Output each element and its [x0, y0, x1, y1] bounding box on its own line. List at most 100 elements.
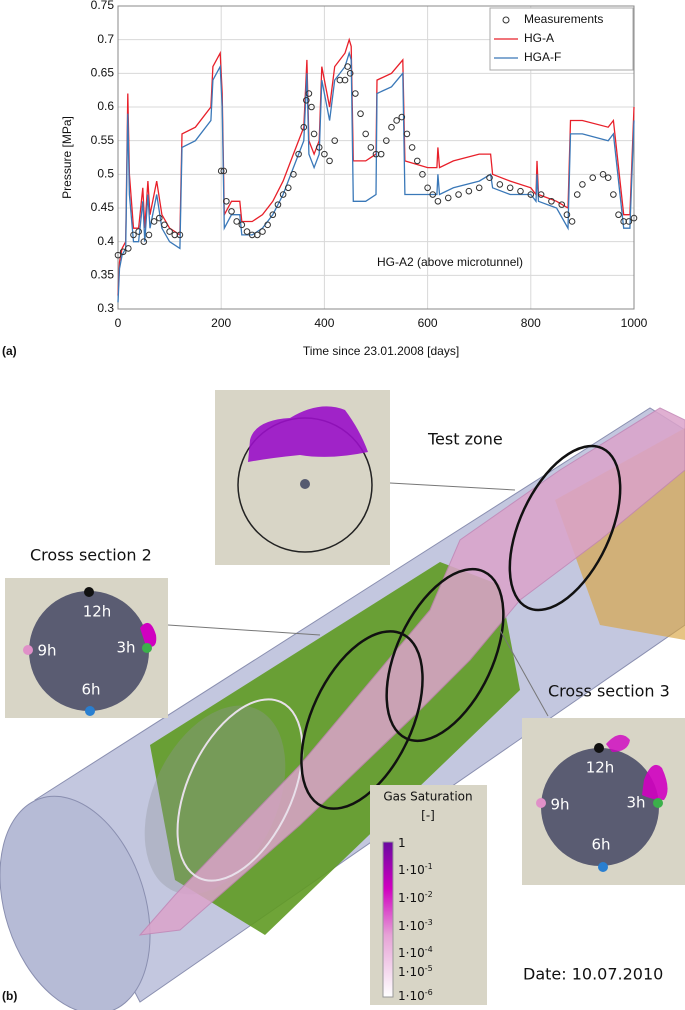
- data-point: [295, 150, 302, 158]
- label: Test zone: [427, 430, 503, 449]
- data-point: [367, 144, 375, 151]
- data-point: [228, 208, 235, 215]
- y-axis-label: Pressure [MPa]: [60, 116, 74, 199]
- data-point: [341, 76, 349, 84]
- gas-blob: [140, 622, 157, 647]
- data-point: [140, 238, 148, 245]
- data-point: [444, 194, 452, 202]
- data-point: [119, 248, 127, 256]
- section-disc: [29, 591, 149, 711]
- x-axis-label: Time since 23.01.2008 [days]: [303, 344, 459, 358]
- clock-label: 12h: [83, 603, 112, 621]
- data-point: [537, 191, 545, 198]
- colorbar-label: 1·10-3: [398, 918, 433, 933]
- data-point: [344, 63, 351, 70]
- connector: [167, 624, 321, 636]
- colorbar-label: 1·10-4: [398, 945, 433, 960]
- label-base: 1·10: [398, 863, 425, 877]
- colorbar-labels: 11·10-11·10-21·10-31·10-41·10-51·10-6: [398, 836, 433, 1003]
- data-point: [548, 197, 555, 205]
- annotation: HG-A2 (above microtunnel): [377, 255, 523, 269]
- y-tick-label: 0.55: [91, 133, 115, 147]
- clock-label: 3h: [116, 639, 135, 657]
- data-point: [305, 90, 313, 97]
- y-tick-label: 0.35: [91, 268, 115, 282]
- data-point: [424, 184, 431, 192]
- colorbar-label: 1·10-6: [398, 988, 433, 1003]
- data-point: [388, 123, 395, 131]
- data-point: [362, 130, 369, 138]
- connector: [499, 629, 549, 717]
- data-point: [579, 181, 586, 188]
- data-point: [630, 214, 638, 222]
- data-point: [383, 137, 390, 144]
- test-zone-inset: [215, 390, 390, 565]
- ring: [385, 567, 505, 743]
- data-point: [155, 214, 163, 222]
- data-point: [377, 150, 385, 158]
- chart: 0.3 0.35 0.4 0.45 0.5 0.55 0.6 0.65 0.7 0.75 0 200 4…: [60, 0, 647, 358]
- label-exponent: -3: [425, 918, 433, 927]
- data-point: [315, 144, 323, 151]
- data-point: [130, 231, 137, 239]
- data-point: [403, 130, 411, 138]
- gas-plume: [138, 407, 685, 936]
- colorbar-label: 1: [398, 836, 406, 850]
- date-label: Date: 10.07.2010: [523, 965, 663, 984]
- label-base: 1·10: [398, 946, 425, 960]
- label-exponent: -1: [425, 862, 433, 871]
- clock-label: 9h: [550, 796, 569, 814]
- data-point: [290, 171, 297, 178]
- data-point: [465, 187, 473, 195]
- section-disc: [541, 748, 659, 866]
- gas-blob: [248, 406, 368, 462]
- data-point: [398, 113, 406, 121]
- legend-label: HGA-F: [524, 50, 561, 64]
- data-point: [161, 221, 168, 229]
- clock-label: 9h: [37, 642, 56, 660]
- x-tick-label: 200: [211, 316, 231, 330]
- label-base: 1·10: [398, 891, 425, 905]
- data-point: [220, 167, 228, 175]
- data-point: [233, 218, 240, 225]
- label-base: 1: [398, 836, 406, 850]
- data-point: [558, 201, 566, 208]
- data-point: [254, 231, 261, 239]
- sensor: [85, 706, 95, 716]
- data-point: [486, 174, 493, 181]
- sensor: [23, 645, 33, 655]
- data-point: [300, 123, 308, 131]
- data-point: [243, 228, 251, 235]
- data-point: [615, 211, 622, 219]
- data-point: [166, 228, 173, 235]
- label-exponent: -5: [425, 964, 433, 973]
- y-tick-label: 0.75: [91, 0, 115, 12]
- sensor: [536, 798, 546, 808]
- data-point: [408, 144, 416, 151]
- data-point: [610, 191, 617, 198]
- colorbar-label: 1·10-5: [398, 964, 433, 979]
- y-tick-label: 0.3: [97, 301, 114, 315]
- data-point: [563, 211, 571, 219]
- data-point: [259, 228, 266, 235]
- y-tick-label: 0.7: [97, 32, 114, 46]
- data-point: [114, 251, 122, 259]
- data-point: [393, 117, 400, 124]
- y-tick-label: 0.45: [91, 200, 115, 214]
- data-point: [150, 218, 158, 225]
- y-tick-label: 0.4: [97, 234, 114, 248]
- data-point: [573, 191, 581, 198]
- colorbar-title: Gas Saturation: [383, 790, 472, 804]
- data-point: [264, 221, 271, 229]
- connector: [389, 482, 516, 491]
- data-point: [321, 150, 328, 158]
- y-tick-label: 0.6: [97, 99, 114, 113]
- sensor: [594, 743, 604, 753]
- label-exponent: -6: [425, 988, 433, 997]
- data-point: [357, 110, 364, 118]
- data-point: [352, 90, 359, 97]
- sensor: [84, 587, 94, 597]
- data-point: [434, 197, 442, 205]
- data-point: [527, 191, 535, 198]
